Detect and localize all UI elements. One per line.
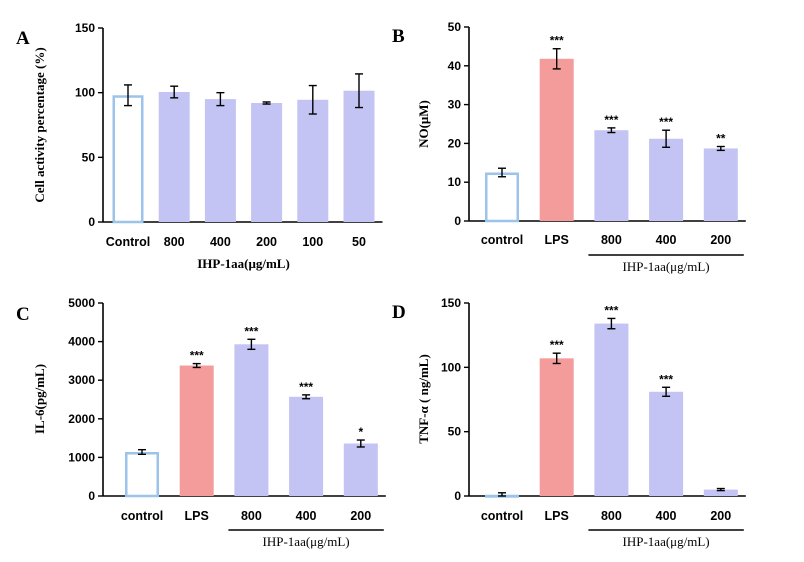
x-tick-label: 200 [710, 509, 731, 523]
bar [539, 58, 574, 221]
bar [251, 103, 283, 222]
x-tick-label: LPS [545, 233, 569, 247]
panel-c: C IL-6(pg/mL) 0 1000 2000 3000 4000 5000 control… [16, 296, 386, 549]
bar [649, 138, 684, 221]
x-tick-label: 50 [352, 235, 366, 249]
x-tick-label: control [481, 509, 523, 523]
panel-letter: C [16, 304, 30, 325]
x-tick-label: 400 [656, 509, 677, 523]
x-tick-label: control [481, 233, 523, 247]
bar [289, 396, 324, 496]
bar [125, 451, 159, 498]
bar [703, 148, 738, 221]
significance-marker: *** [190, 349, 204, 363]
significance-marker: *** [659, 115, 673, 129]
x-tick-label: 100 [302, 235, 323, 249]
y-tick-label: 150 [75, 21, 95, 35]
y-tick-label: 50 [82, 150, 96, 164]
y-axis-label: IL-6(pg/mL) [32, 364, 47, 434]
bar [594, 130, 629, 221]
significance-marker: *** [604, 303, 618, 317]
bar [703, 489, 738, 496]
y-tick-label: 0 [454, 214, 461, 228]
bar [234, 344, 269, 496]
group-label: IHP-1aa(μg/mL) [263, 534, 350, 549]
significance-marker: *** [244, 324, 258, 338]
x-tick-label: 400 [210, 235, 231, 249]
bar [539, 358, 574, 496]
x-tick-label: 400 [296, 509, 317, 523]
y-tick-label: 50 [448, 20, 462, 34]
x-axis-label: IHP-1aa(μg/mL) [197, 256, 290, 271]
bar [594, 323, 629, 496]
x-tick-label: control [121, 509, 163, 523]
y-tick-label: 100 [441, 360, 461, 374]
significance-marker: *** [299, 380, 313, 394]
y-tick-label: 3000 [68, 373, 95, 387]
significance-marker: *** [550, 338, 564, 352]
y-tick-label: 40 [448, 59, 462, 73]
x-tick-label: 200 [350, 509, 371, 523]
y-tick-label: 50 [448, 425, 462, 439]
y-tick-label: 30 [448, 98, 462, 112]
y-tick-label: 20 [448, 136, 462, 150]
panel-letter: B [392, 26, 405, 47]
y-tick-label: 0 [88, 489, 95, 503]
bar [158, 92, 190, 223]
bar [343, 443, 378, 496]
y-tick-label: 10 [448, 175, 462, 189]
bar [343, 90, 375, 222]
y-axis-label: Cell activity percentage (%) [32, 47, 47, 202]
x-tick-label: Control [106, 235, 150, 249]
significance-marker: ** [716, 132, 726, 146]
x-tick-label: 200 [710, 233, 731, 247]
bar [649, 391, 684, 496]
y-tick-label: 1000 [68, 450, 95, 464]
x-tick-label: LPS [545, 509, 569, 523]
group-label: IHP-1aa(μg/mL) [623, 534, 710, 549]
panel-letter: D [392, 302, 406, 323]
panel-d: D TNF-α ( ng/mL) 0 50 100 150 control *** LPS ***… [392, 296, 746, 549]
bar [179, 365, 214, 496]
y-tick-label: 4000 [68, 335, 95, 349]
bar [297, 99, 329, 222]
bar [112, 95, 144, 224]
y-tick-label: 5000 [68, 296, 95, 310]
y-axis-label: NO(μM) [416, 100, 431, 148]
panel-b: BNO(μM)01020304050control***LPS***800***… [392, 20, 746, 274]
significance-marker: * [358, 425, 363, 439]
y-axis-label: TNF-α ( ng/mL) [416, 354, 431, 444]
x-tick-label: 800 [601, 509, 622, 523]
x-tick-label: 800 [601, 233, 622, 247]
y-tick-label: 100 [75, 86, 95, 100]
x-tick-label: 800 [241, 509, 262, 523]
significance-marker: *** [604, 113, 618, 127]
significance-marker: *** [550, 34, 564, 48]
y-tick-label: 150 [441, 296, 461, 310]
y-tick-label: 0 [454, 489, 461, 503]
group-label: IHP-1aa(μg/mL) [623, 259, 710, 274]
bar [485, 172, 519, 223]
x-tick-label: LPS [185, 509, 209, 523]
y-tick-label: 2000 [68, 412, 95, 426]
bar [204, 99, 236, 222]
panel-letter: A [16, 28, 30, 49]
x-tick-label: 200 [256, 235, 277, 249]
x-tick-label: 800 [164, 235, 185, 249]
y-tick-label: 0 [88, 215, 95, 229]
x-tick-label: 400 [656, 233, 677, 247]
significance-marker: *** [659, 372, 673, 386]
